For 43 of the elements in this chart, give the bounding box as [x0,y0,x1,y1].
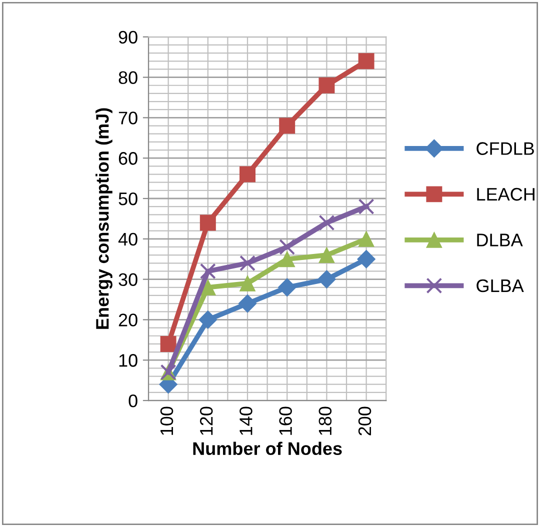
y-tick-label: 30 [118,273,138,286]
point [240,275,256,292]
y-tick-label: 50 [118,192,138,206]
y-tick-label: 0 [128,394,138,408]
point [358,230,374,247]
x-tick-label: 180 [318,406,332,435]
point [279,251,296,268]
point [357,250,376,268]
x-tick-label: 120 [200,406,213,435]
y-axis-title: Energy consumption (mJ) [96,108,112,329]
legend-label: DLBA [477,234,523,246]
x-tick-label: 200 [358,406,372,436]
point [318,247,335,264]
point [200,214,216,231]
y-tick-label: 80 [118,71,138,84]
point [279,118,296,134]
point [318,270,336,288]
point [279,239,296,255]
y-tick-label: 60 [118,152,138,165]
point [318,214,335,231]
point [358,53,374,70]
point [318,77,335,94]
legend-label: CFDLB [476,142,534,155]
x-tick-label: 100 [160,406,174,435]
point [200,279,216,296]
x-axis-title: Number of Nodes [193,442,342,456]
point [238,294,257,313]
y-tick-label: 10 [119,354,138,367]
legend-label: LEACH [477,188,534,201]
point [240,255,256,272]
legend-label: GLBA [476,279,524,292]
point [278,278,296,297]
point [160,336,176,352]
x-tick-label: 140 [240,406,252,435]
y-tick-label: 90 [118,30,138,44]
point [358,198,374,215]
point [200,263,216,280]
point [240,166,256,182]
y-tick-label: 20 [118,314,138,326]
y-tick-label: 70 [118,112,138,124]
point [198,310,218,329]
y-tick-label: 40 [118,232,138,246]
x-tick-label: 160 [279,406,292,435]
